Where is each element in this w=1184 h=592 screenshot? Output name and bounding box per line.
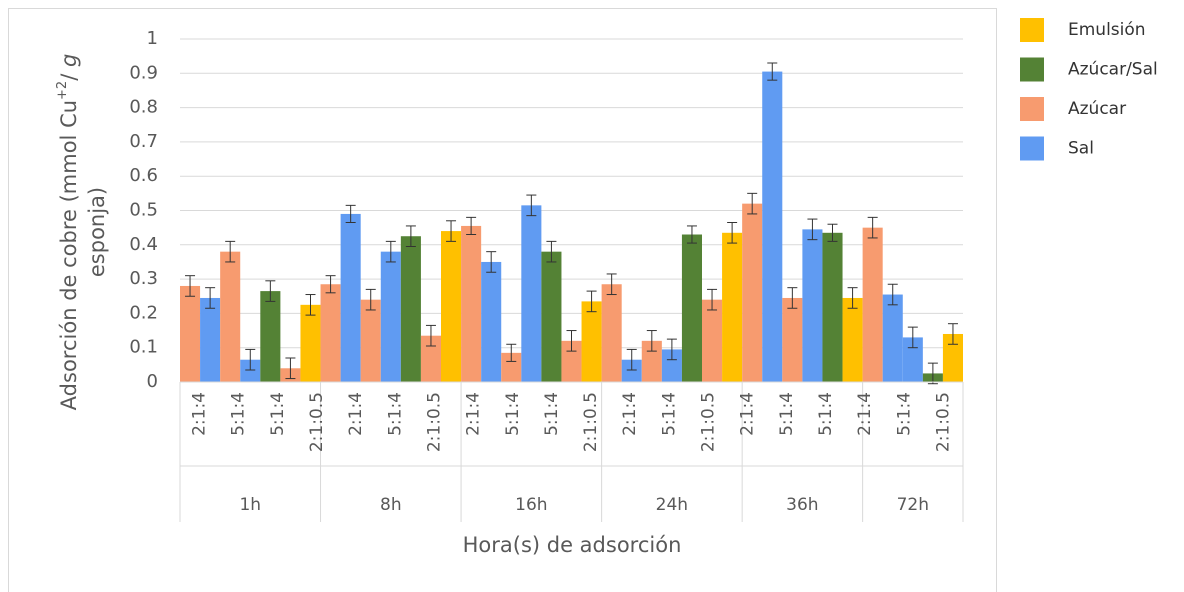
bar — [762, 71, 783, 383]
bar — [942, 333, 963, 382]
x-sublabel: 5:1:4 — [659, 392, 679, 436]
legend-label: Sal — [1068, 139, 1094, 159]
x-sublabel: 2:1:4 — [738, 392, 758, 436]
x-sublabel: 5:1:4 — [268, 392, 288, 436]
legend-swatch — [1020, 97, 1044, 121]
bar — [501, 352, 522, 382]
x-sublabel: 2:1:4 — [346, 392, 366, 436]
bar — [601, 284, 622, 382]
bar — [521, 205, 542, 382]
x-sublabel: 2:1:0.5 — [424, 392, 444, 452]
bar — [822, 232, 843, 382]
bar — [541, 251, 562, 382]
bar — [240, 359, 261, 382]
y-title-part: Adsorción de cobre (mmol Cu — [57, 100, 81, 410]
bar — [400, 236, 421, 382]
legend-label: Azúcar — [1068, 99, 1126, 119]
x-sublabel: 2:1:4 — [855, 392, 875, 436]
legend-swatch — [1020, 18, 1044, 42]
bar — [380, 251, 401, 382]
x-sublabel: 2:1:0.5 — [699, 392, 719, 452]
bar — [581, 301, 602, 382]
legend-swatch — [1020, 57, 1044, 82]
x-sublabel: 5:1:4 — [229, 392, 249, 436]
bar — [340, 213, 361, 382]
bar — [722, 232, 743, 382]
bar — [441, 231, 462, 382]
y-tick-label: 0.6 — [129, 165, 158, 186]
x-sublabel: 5:1:4 — [385, 392, 405, 436]
group-label: 24h — [656, 495, 688, 515]
group-label: 1h — [239, 495, 261, 515]
y-title-part: / — [57, 67, 81, 81]
y-tick-label: 0.5 — [129, 200, 158, 221]
x-sublabel: 2:1:4 — [190, 392, 210, 436]
bar — [661, 349, 682, 382]
x-sublabel: 5:1:4 — [503, 392, 523, 436]
group-label: 8h — [380, 495, 402, 515]
x-sublabel: 2:1:0.5 — [933, 392, 953, 452]
y-tick-label: 0 — [147, 371, 158, 392]
y-axis-title: Adsorción de cobre (mmol Cu+2/ g esponja… — [55, 54, 110, 411]
y-tick-label: 0.9 — [129, 62, 158, 83]
group-label: 16h — [515, 495, 547, 515]
x-sublabel: 5:1:4 — [894, 392, 914, 436]
y-tick-label: 0.7 — [129, 131, 158, 152]
y-title-part: g — [57, 54, 81, 67]
bar — [561, 340, 582, 382]
y-tick-label: 0.3 — [129, 268, 158, 289]
bar — [360, 299, 381, 382]
group-label: 72h — [897, 495, 929, 515]
bar — [702, 299, 723, 382]
x-axis-title: Hora(s) de adsorción — [463, 533, 682, 557]
y-tick-label: 0.4 — [129, 234, 158, 255]
x-sublabel: 2:1:4 — [620, 392, 640, 436]
group-label: 36h — [786, 495, 818, 515]
legend-swatch — [1020, 136, 1044, 161]
bar — [862, 227, 883, 382]
bar — [742, 203, 763, 382]
y-axis-title-line2: esponja) — [85, 187, 109, 277]
bar — [641, 340, 662, 382]
bar — [621, 359, 642, 382]
y-tick-label: 0.8 — [129, 97, 158, 118]
x-sublabel: 5:1:4 — [777, 392, 797, 436]
bar — [200, 297, 221, 382]
bar — [180, 285, 201, 382]
bar — [260, 291, 281, 382]
bar — [481, 261, 502, 382]
bar — [220, 251, 241, 382]
x-sublabel: 5:1:4 — [816, 392, 836, 436]
bar — [802, 229, 823, 382]
bar — [902, 337, 923, 382]
bar — [300, 304, 321, 382]
bar — [842, 297, 863, 382]
x-sublabel: 2:1:4 — [464, 392, 484, 436]
bar — [320, 284, 341, 382]
x-sublabel: 5:1:4 — [542, 392, 562, 436]
y-tick-label: 1 — [147, 28, 158, 49]
x-sublabel: 2:1:0.5 — [581, 392, 601, 452]
bar — [461, 225, 482, 382]
x-sublabel: 2:1:0.5 — [307, 392, 327, 452]
y-tick-label: 0.2 — [129, 302, 158, 323]
y-tick-label: 0.1 — [129, 337, 158, 358]
bar — [420, 335, 441, 382]
bar — [882, 294, 903, 382]
y-title-sup: +2 — [55, 81, 70, 100]
bar — [782, 297, 803, 382]
legend-label: Emulsión — [1068, 20, 1146, 40]
bar — [681, 234, 702, 382]
y-axis-title-line1: Adsorción de cobre (mmol Cu+2/ g — [55, 54, 82, 411]
legend-label: Azúcar/Sal — [1068, 60, 1158, 80]
